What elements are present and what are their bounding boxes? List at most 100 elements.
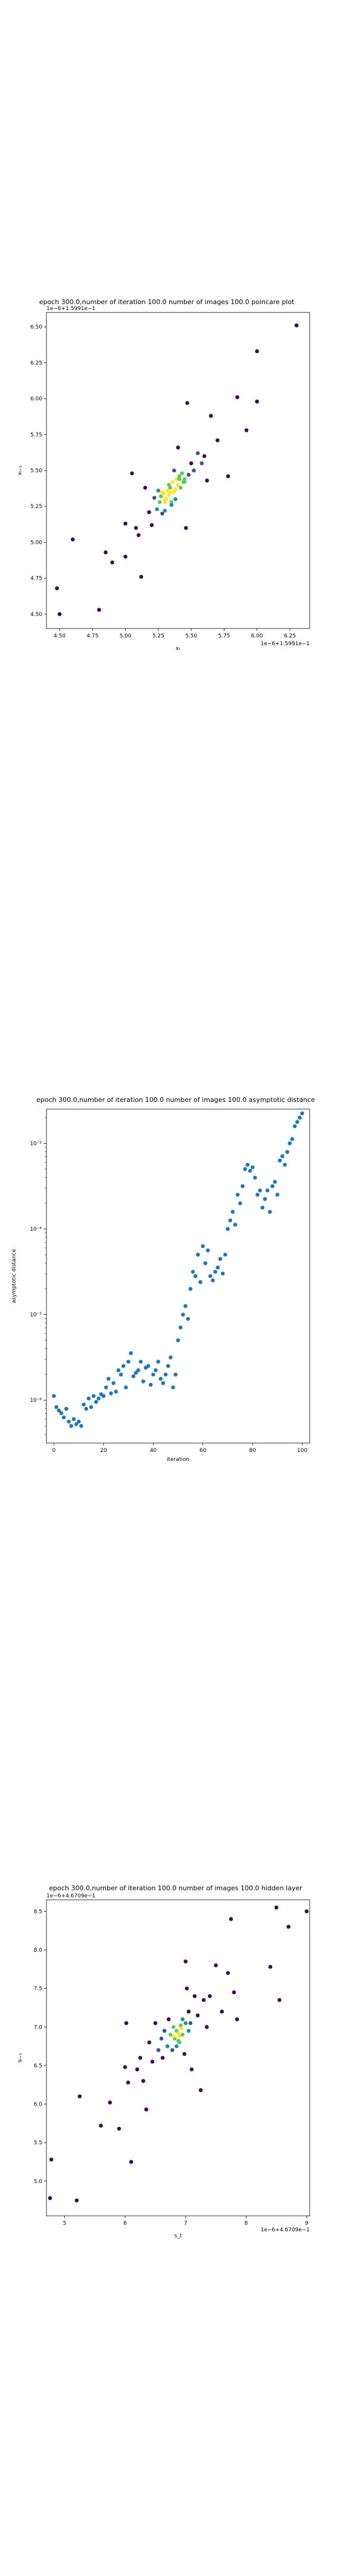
data-point: [195, 2013, 200, 2018]
data-point: [220, 2010, 224, 2014]
data-point: [182, 479, 187, 484]
data-point: [168, 485, 173, 490]
data-point: [241, 1184, 245, 1188]
data-point: [176, 1338, 180, 1342]
y-axis-label: sₜ₊₁: [17, 2053, 23, 2063]
data-point: [173, 1372, 178, 1377]
data-point: [216, 438, 220, 442]
data-point: [235, 1193, 240, 1197]
data-point: [94, 1400, 98, 1404]
y-axis-ticks: 10⁻⁶ 10⁻⁵ 10⁻⁴ 10⁻³: [30, 1117, 46, 1435]
chart-title: epoch 300.0,number of iteration 100.0 nu…: [39, 298, 295, 306]
data-point: [288, 1141, 292, 1145]
data-point: [177, 2040, 182, 2045]
data-point: [54, 1405, 58, 1409]
data-point: [199, 461, 204, 466]
x-tick-label: 40: [150, 1448, 157, 1454]
data-point: [57, 1408, 61, 1413]
y-tick-label: 4.75: [30, 576, 42, 582]
data-point: [84, 1407, 89, 1411]
data-point: [108, 2100, 112, 2105]
data-point: [186, 1317, 190, 1321]
data-point: [141, 2079, 145, 2083]
data-point: [150, 2060, 155, 2064]
data-point: [121, 1364, 126, 1368]
y-tick-label: 8.0: [34, 1948, 43, 1953]
y-tick-label: 5.5: [34, 2140, 42, 2146]
data-point: [129, 2160, 133, 2164]
data-point: [211, 1278, 215, 1283]
data-point: [61, 1415, 66, 1420]
data-point: [192, 468, 196, 473]
data-point: [89, 1405, 93, 1409]
data-point: [135, 2067, 139, 2072]
data-point: [208, 1994, 212, 1998]
y-tick-label: 8.5: [34, 1909, 42, 1915]
data-point: [208, 1274, 213, 1278]
data-point: [69, 1423, 73, 1428]
data-point: [193, 1274, 198, 1278]
data-point: [255, 400, 259, 404]
data-point: [275, 1193, 280, 1197]
data-point: [196, 1252, 200, 1257]
data-point: [229, 1917, 233, 1921]
data-point: [153, 2021, 158, 2026]
data-point: [168, 2032, 173, 2037]
data-point: [186, 2010, 191, 2014]
data-point: [198, 2088, 203, 2092]
data-point: [248, 1169, 252, 1173]
data-point: [169, 1355, 173, 1360]
data-point: [268, 1965, 273, 1969]
x-tick-label: 6.25: [284, 633, 296, 639]
data-point: [163, 1372, 168, 1377]
data-point: [213, 1270, 217, 1274]
data-point: [169, 503, 174, 507]
y-tick-label: 6.5: [34, 2063, 42, 2069]
x-tick-label: 5.75: [218, 633, 230, 639]
data-point: [232, 1990, 236, 1995]
data-point: [177, 2034, 182, 2039]
data-point: [117, 2126, 121, 2131]
y-tick-label: 6.00: [30, 397, 42, 402]
data-point: [99, 2123, 103, 2128]
x-offset-label: 1e−6+1.5991e−1: [261, 641, 310, 647]
data-point: [245, 1163, 250, 1167]
data-point: [188, 2021, 193, 2026]
data-point: [156, 488, 161, 493]
data-point: [274, 1905, 279, 1910]
data-point: [166, 488, 170, 493]
plot-area: [46, 1109, 310, 1444]
data-point: [185, 401, 189, 405]
data-point: [226, 474, 230, 478]
data-point: [109, 1391, 113, 1396]
data-point: [186, 2029, 191, 2033]
y-tick-label: 10⁻⁵: [30, 1312, 42, 1318]
data-point: [154, 1368, 158, 1373]
data-point: [174, 2044, 179, 2048]
data-point: [143, 485, 148, 490]
data-point: [172, 2024, 176, 2029]
data-point: [106, 1377, 111, 1381]
data-point: [173, 497, 177, 501]
data-point: [86, 1397, 91, 1401]
data-point: [91, 1394, 96, 1398]
data-point: [170, 2048, 174, 2052]
data-point: [260, 1205, 265, 1210]
data-point: [169, 500, 174, 504]
data-point: [126, 1360, 130, 1364]
data-point: [182, 477, 187, 481]
data-point: [147, 510, 151, 515]
data-point: [201, 1244, 205, 1249]
x-tick-label: 4.75: [86, 633, 98, 639]
data-point: [152, 496, 157, 500]
x-tick-label: 6.00: [251, 633, 263, 639]
plot-area: [46, 1899, 310, 2216]
data-point: [176, 2031, 180, 2035]
data-point: [55, 586, 59, 590]
data-point: [171, 1385, 175, 1389]
data-point: [180, 2017, 185, 2021]
data-point: [214, 1963, 218, 1968]
data-point: [243, 1167, 247, 1171]
data-point: [273, 1179, 277, 1184]
data-point: [208, 414, 213, 418]
